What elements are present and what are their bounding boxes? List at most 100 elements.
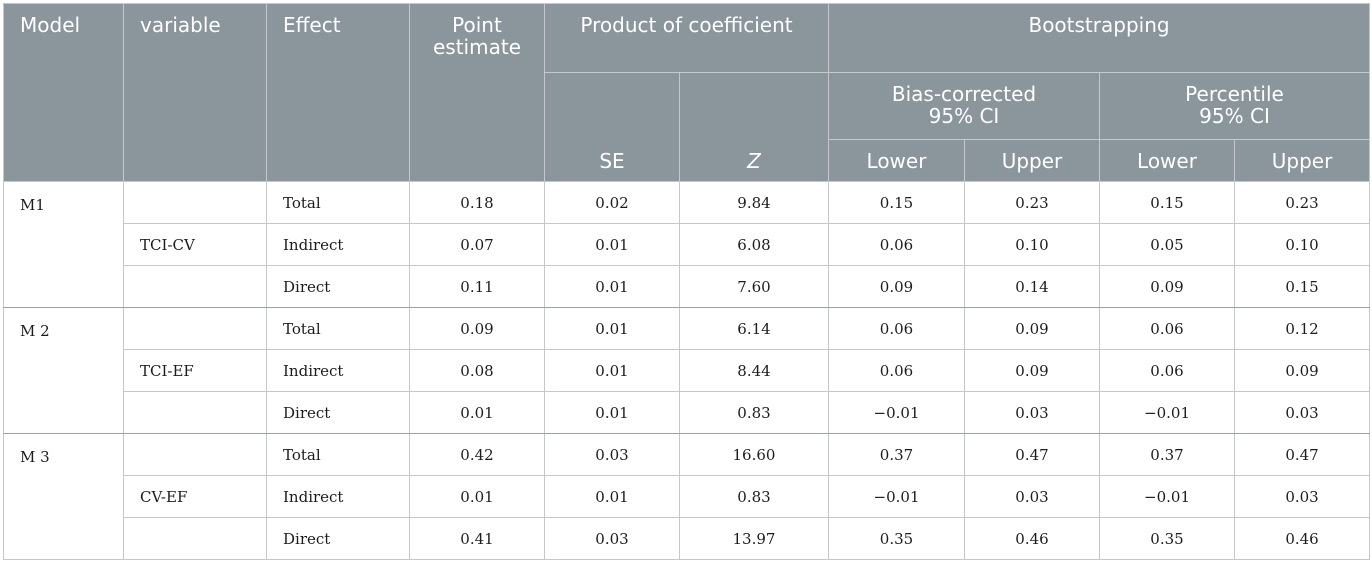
header-p-lower: Lower (1099, 139, 1235, 182)
se-cell: 0.02 (544, 181, 680, 224)
header-p-upper: Upper (1233, 139, 1371, 182)
effect-cell: Indirect (266, 223, 410, 266)
effect-cell: Indirect (266, 475, 410, 518)
variable-cell: TCI-CV (123, 223, 267, 266)
variable-cell (123, 265, 267, 308)
point-estimate-cell: 0.08 (409, 349, 545, 392)
bc-lower-cell: 0.09 (828, 265, 965, 308)
effect-cell: Direct (266, 265, 410, 308)
variable-cell (123, 433, 267, 476)
header-product-of-coefficient: Product of coefficient (544, 3, 829, 73)
bc-upper-cell: 0.03 (964, 475, 1100, 518)
p-upper-cell: 0.47 (1233, 433, 1371, 476)
bc-upper-cell: 0.09 (964, 307, 1100, 350)
z-cell: 6.14 (679, 307, 829, 350)
se-cell: 0.01 (544, 265, 680, 308)
p-upper-cell: 0.12 (1233, 307, 1371, 350)
point-estimate-cell: 0.18 (409, 181, 545, 224)
header-se: SE (544, 72, 680, 182)
bc-lower-cell: 0.06 (828, 223, 965, 266)
table-row: Direct 0.11 0.01 7.60 0.09 0.14 0.09 0.1… (4, 265, 1371, 308)
p-upper-cell: 0.15 (1233, 265, 1371, 308)
header-bc-lower: Lower (828, 139, 965, 182)
table-row: M1 Total 0.18 0.02 9.84 0.15 0.23 0.15 0… (3, 181, 1371, 308)
variable-cell: CV-EF (123, 475, 267, 518)
variable-cell (123, 181, 267, 224)
p-upper-cell: 0.10 (1233, 223, 1371, 266)
variable-cell (123, 391, 267, 434)
bc-upper-cell: 0.23 (964, 181, 1100, 224)
se-cell: 0.01 (544, 223, 680, 266)
bc-upper-cell: 0.03 (964, 391, 1100, 434)
bc-lower-cell: 0.35 (828, 517, 965, 560)
variable-cell (123, 517, 267, 560)
variable-cell: TCI-EF (123, 349, 267, 392)
table-row: Direct 0.01 0.01 0.83 −0.01 0.03 −0.01 0… (4, 391, 1371, 434)
p-lower-cell: −0.01 (1099, 391, 1235, 434)
effect-cell: Total (266, 181, 410, 224)
header-model: Model (3, 3, 124, 182)
model-cell: M1 (3, 181, 124, 308)
p-lower-cell: 0.15 (1099, 181, 1235, 224)
model-cell: M 3 (3, 433, 124, 560)
se-cell: 0.01 (544, 391, 680, 434)
table-row: Direct 0.41 0.03 13.97 0.35 0.46 0.35 0.… (4, 517, 1371, 560)
header-z: Z (679, 72, 829, 182)
z-cell: 0.83 (679, 391, 829, 434)
point-estimate-cell: 0.07 (409, 223, 545, 266)
bc-lower-cell: 0.06 (828, 307, 965, 350)
header-percentile-line1: Percentile (1185, 82, 1284, 106)
p-upper-cell: 0.09 (1233, 349, 1371, 392)
bc-lower-cell: 0.06 (828, 349, 965, 392)
p-upper-cell: 0.46 (1233, 517, 1371, 560)
bc-upper-cell: 0.09 (964, 349, 1100, 392)
table-row: TCI-CV Indirect 0.07 0.01 6.08 0.06 0.10… (4, 223, 1371, 266)
header-point-estimate-line2: estimate (432, 35, 521, 59)
header-bias-corrected-line1: Bias-corrected (891, 82, 1037, 106)
p-upper-cell: 0.23 (1233, 181, 1371, 224)
p-lower-cell: 0.09 (1099, 265, 1235, 308)
table-row: M 2 Total 0.09 0.01 6.14 0.06 0.09 0.06 … (3, 307, 1371, 434)
header-variable: variable (123, 3, 267, 182)
point-estimate-cell: 0.41 (409, 517, 545, 560)
bc-lower-cell: 0.37 (828, 433, 965, 476)
z-cell: 6.08 (679, 223, 829, 266)
table-row: M 3 Total 0.42 0.03 16.60 0.37 0.47 0.37… (3, 433, 1371, 560)
bc-upper-cell: 0.14 (964, 265, 1100, 308)
z-cell: 8.44 (679, 349, 829, 392)
header-percentile-ci: Percentile 95% CI (1098, 72, 1371, 140)
table-row: TCI-EF Indirect 0.08 0.01 8.44 0.06 0.09… (4, 349, 1371, 392)
p-lower-cell: 0.06 (1099, 307, 1235, 350)
effect-cell: Direct (266, 391, 410, 434)
z-cell: 13.97 (679, 517, 829, 560)
effect-cell: Indirect (266, 349, 410, 392)
effect-cell: Total (266, 307, 410, 350)
bc-lower-cell: 0.15 (828, 181, 965, 224)
point-estimate-cell: 0.09 (409, 307, 545, 350)
z-cell: 9.84 (679, 181, 829, 224)
se-cell: 0.03 (544, 517, 680, 560)
bc-lower-cell: −0.01 (828, 391, 965, 434)
point-estimate-cell: 0.01 (409, 391, 545, 434)
bc-upper-cell: 0.10 (964, 223, 1100, 266)
se-cell: 0.03 (544, 433, 680, 476)
p-upper-cell: 0.03 (1233, 475, 1371, 518)
header-bc-upper: Upper (964, 139, 1100, 182)
mediation-results-table: Model variable Effect Point estimate Pro… (3, 3, 1371, 560)
header-effect: Effect (266, 3, 410, 182)
effect-cell: Direct (266, 517, 410, 560)
z-cell: 7.60 (679, 265, 829, 308)
table-header: Model variable Effect Point estimate Pro… (3, 3, 1371, 182)
p-upper-cell: 0.03 (1233, 391, 1371, 434)
header-point-estimate-line1: Point (452, 13, 502, 37)
bc-upper-cell: 0.47 (964, 433, 1100, 476)
p-lower-cell: 0.35 (1099, 517, 1235, 560)
z-cell: 0.83 (679, 475, 829, 518)
point-estimate-cell: 0.11 (409, 265, 545, 308)
header-percentile-line2: 95% CI (1199, 104, 1270, 128)
table-body: M1 Total 0.18 0.02 9.84 0.15 0.23 0.15 0… (3, 181, 1371, 560)
se-cell: 0.01 (544, 349, 680, 392)
table-row: CV-EF Indirect 0.01 0.01 0.83 −0.01 0.03… (4, 475, 1371, 518)
header-bias-corrected-line2: 95% CI (928, 104, 1000, 128)
variable-cell (123, 307, 267, 350)
